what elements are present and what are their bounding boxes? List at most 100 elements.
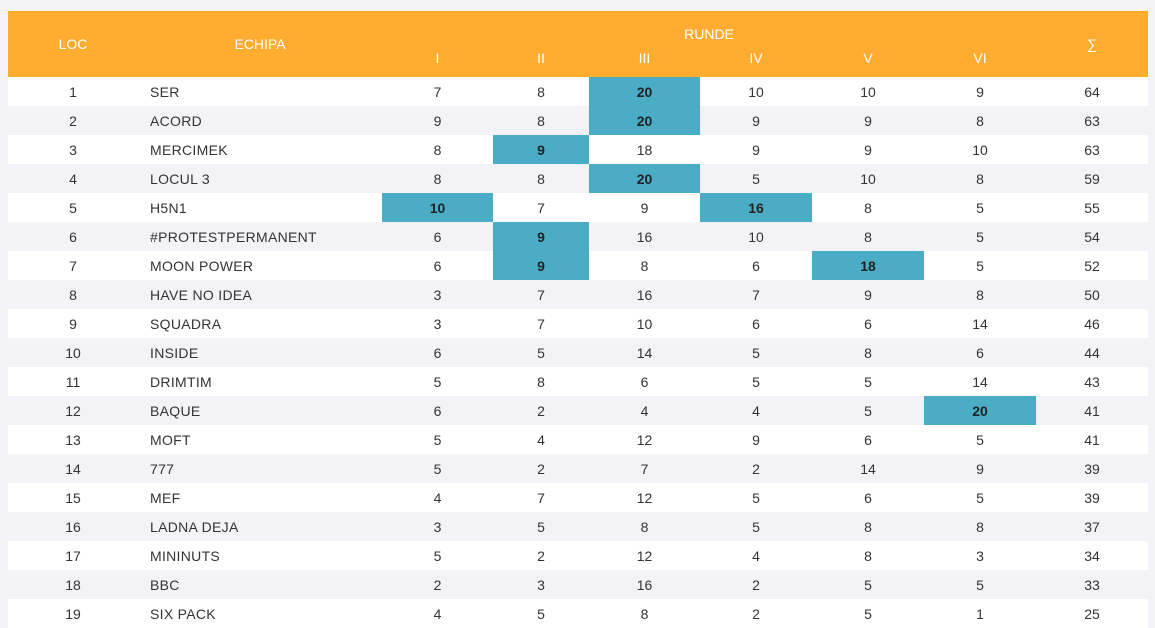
cell-round-6-score: 14 [924, 309, 1036, 338]
cell-round-3-score: 14 [589, 338, 700, 367]
table-row: 9 SQUADRA 3 7 10 6 6 14 46 [8, 309, 1148, 338]
cell-total: 46 [1036, 309, 1148, 338]
cell-total: 55 [1036, 193, 1148, 222]
cell-round-6-score: 6 [924, 338, 1036, 367]
table-row: 13 MOFT 5 4 12 9 6 5 41 [8, 425, 1148, 454]
cell-round-4-score: 4 [700, 396, 812, 425]
cell-round-3-score: 12 [589, 541, 700, 570]
cell-round-6-score: 5 [924, 570, 1036, 599]
cell-loc: 14 [8, 454, 138, 483]
cell-round-1-score: 6 [382, 338, 493, 367]
cell-total: 50 [1036, 280, 1148, 309]
cell-round-6-best-score: 20 [924, 396, 1036, 425]
cell-round-4-score: 5 [700, 338, 812, 367]
cell-round-5-score: 10 [812, 77, 924, 106]
cell-loc: 4 [8, 164, 138, 193]
header-rounds-title: RUNDE [382, 11, 1036, 48]
cell-total: 44 [1036, 338, 1148, 367]
header-round-1: I [382, 48, 493, 77]
cell-round-4-score: 2 [700, 454, 812, 483]
cell-total: 43 [1036, 367, 1148, 396]
cell-loc: 11 [8, 367, 138, 396]
cell-round-4-score: 9 [700, 135, 812, 164]
cell-total: 63 [1036, 135, 1148, 164]
cell-round-4-score: 5 [700, 367, 812, 396]
cell-round-2-score: 7 [493, 193, 589, 222]
cell-total: 25 [1036, 599, 1148, 628]
cell-round-3-score: 10 [589, 309, 700, 338]
cell-round-3-best-score: 20 [589, 77, 700, 106]
cell-round-5-score: 5 [812, 367, 924, 396]
cell-round-3-score: 7 [589, 454, 700, 483]
standings-table-container: LOC ECHIPA RUNDE ∑ I II III IV V VI 1 SER… [8, 11, 1148, 628]
table-row: 5 H5N1 10 7 9 16 8 5 55 [8, 193, 1148, 222]
cell-round-1-best-score: 10 [382, 193, 493, 222]
cell-loc: 9 [8, 309, 138, 338]
cell-round-6-score: 5 [924, 483, 1036, 512]
cell-round-2-score: 5 [493, 338, 589, 367]
cell-round-1-score: 4 [382, 599, 493, 628]
cell-round-1-score: 3 [382, 309, 493, 338]
cell-round-1-score: 6 [382, 251, 493, 280]
table-row: 3 MERCIMEK 8 9 18 9 9 10 63 [8, 135, 1148, 164]
cell-round-1-score: 2 [382, 570, 493, 599]
cell-total: 41 [1036, 425, 1148, 454]
cell-round-3-score: 4 [589, 396, 700, 425]
cell-round-1-score: 7 [382, 77, 493, 106]
table-row: 10 INSIDE 6 5 14 5 8 6 44 [8, 338, 1148, 367]
cell-round-1-score: 9 [382, 106, 493, 135]
table-row: 6 #PROTESTPERMANENT 6 9 16 10 8 5 54 [8, 222, 1148, 251]
cell-loc: 5 [8, 193, 138, 222]
cell-round-3-score: 12 [589, 483, 700, 512]
cell-round-4-score: 2 [700, 599, 812, 628]
cell-round-4-score: 6 [700, 309, 812, 338]
cell-round-5-score: 5 [812, 396, 924, 425]
cell-round-6-score: 5 [924, 425, 1036, 454]
cell-round-5-score: 5 [812, 599, 924, 628]
cell-round-2-score: 8 [493, 164, 589, 193]
cell-team: 777 [138, 454, 382, 483]
table-row: 16 LADNA DEJA 3 5 8 5 8 8 37 [8, 512, 1148, 541]
header-round-6: VI [924, 48, 1036, 77]
cell-loc: 1 [8, 77, 138, 106]
cell-round-6-score: 10 [924, 135, 1036, 164]
cell-round-1-score: 3 [382, 280, 493, 309]
table-row: 4 LOCUL 3 8 8 20 5 10 8 59 [8, 164, 1148, 193]
header-total: ∑ [1036, 11, 1148, 77]
cell-total: 33 [1036, 570, 1148, 599]
cell-round-3-score: 8 [589, 251, 700, 280]
cell-loc: 12 [8, 396, 138, 425]
cell-round-2-best-score: 9 [493, 222, 589, 251]
cell-round-1-score: 6 [382, 396, 493, 425]
cell-round-4-score: 10 [700, 77, 812, 106]
cell-team: MININUTS [138, 541, 382, 570]
cell-team: MOFT [138, 425, 382, 454]
cell-round-6-score: 8 [924, 106, 1036, 135]
cell-round-6-score: 14 [924, 367, 1036, 396]
header-round-5: V [812, 48, 924, 77]
cell-total: 34 [1036, 541, 1148, 570]
cell-round-2-score: 4 [493, 425, 589, 454]
cell-round-2-best-score: 9 [493, 135, 589, 164]
cell-round-2-score: 5 [493, 512, 589, 541]
cell-team: H5N1 [138, 193, 382, 222]
cell-loc: 3 [8, 135, 138, 164]
cell-round-4-score: 7 [700, 280, 812, 309]
cell-total: 37 [1036, 512, 1148, 541]
cell-round-6-score: 5 [924, 251, 1036, 280]
cell-round-5-score: 14 [812, 454, 924, 483]
cell-team: INSIDE [138, 338, 382, 367]
cell-round-5-score: 8 [812, 338, 924, 367]
cell-round-2-score: 2 [493, 454, 589, 483]
header-loc: LOC [8, 11, 138, 77]
cell-round-3-score: 12 [589, 425, 700, 454]
cell-round-2-score: 7 [493, 280, 589, 309]
cell-round-1-score: 5 [382, 367, 493, 396]
cell-team: ACORD [138, 106, 382, 135]
cell-round-3-score: 8 [589, 599, 700, 628]
cell-round-1-score: 3 [382, 512, 493, 541]
cell-round-1-score: 8 [382, 135, 493, 164]
cell-team: MEF [138, 483, 382, 512]
cell-round-1-score: 5 [382, 541, 493, 570]
cell-round-5-score: 6 [812, 425, 924, 454]
